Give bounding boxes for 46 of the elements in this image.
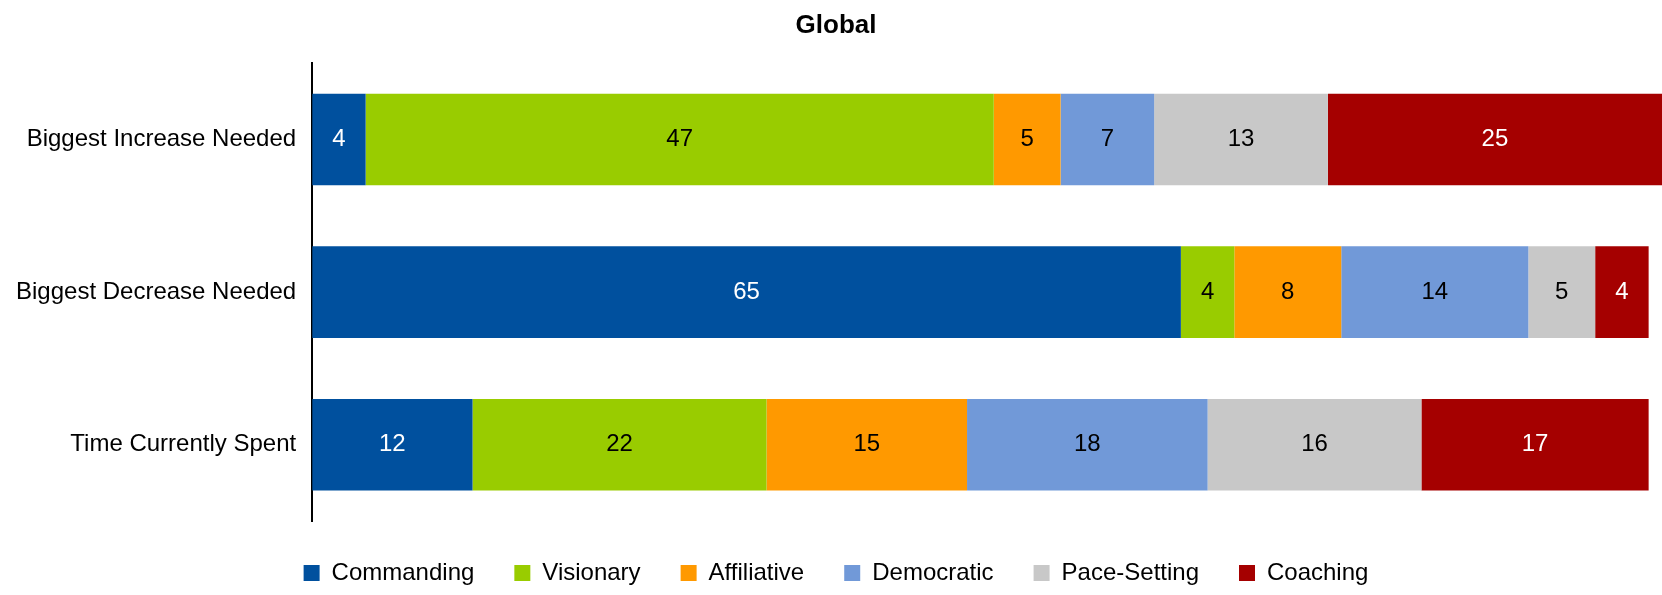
bar	[312, 398, 473, 491]
bar	[312, 246, 1181, 338]
y-tick-label: Time Currently Spent	[70, 429, 297, 457]
bar	[1180, 246, 1235, 338]
data-label: 12	[379, 429, 406, 457]
data-label: 22	[606, 429, 633, 457]
bar	[1154, 93, 1328, 186]
data-label: 8	[1281, 276, 1295, 304]
bar	[1421, 398, 1649, 491]
bar	[1207, 398, 1422, 491]
data-label: 17	[1521, 429, 1549, 457]
bar	[993, 93, 1061, 186]
data-label: 65	[733, 276, 760, 304]
data-label: 5	[1020, 124, 1034, 152]
legend-label: Pace-Setting	[1061, 557, 1199, 585]
data-label: 5	[1555, 276, 1569, 304]
legend-label: Commanding	[331, 557, 475, 585]
legend-label: Affiliative	[708, 557, 805, 585]
bar	[1595, 246, 1649, 338]
legend-label: Democratic	[872, 557, 994, 585]
data-label: 14	[1421, 276, 1449, 304]
data-label: 18	[1073, 429, 1101, 457]
bar	[1327, 93, 1662, 186]
bar	[1341, 246, 1529, 338]
data-label: 15	[853, 429, 881, 457]
bar	[472, 398, 767, 491]
bar	[1060, 93, 1155, 186]
data-label: 4	[332, 124, 346, 152]
data-label: 16	[1301, 429, 1328, 457]
data-label: 25	[1481, 124, 1509, 152]
bar	[312, 93, 366, 186]
bar	[1234, 246, 1342, 338]
data-label: 4	[1615, 276, 1629, 304]
chart-title: Global	[795, 8, 877, 39]
legend-label: Coaching	[1266, 557, 1369, 585]
legend-label: Visionary	[542, 557, 641, 585]
bar	[766, 398, 968, 491]
data-label: 4	[1200, 276, 1215, 304]
bar	[967, 398, 1208, 491]
y-tick-label: Biggest Decrease Needed	[16, 276, 297, 304]
data-label: 7	[1100, 124, 1115, 152]
y-tick-label: Biggest Increase Needed	[26, 124, 297, 152]
bar	[365, 93, 994, 186]
bar	[1528, 246, 1596, 338]
data-label: 47	[666, 124, 694, 152]
data-label: 13	[1227, 124, 1255, 152]
